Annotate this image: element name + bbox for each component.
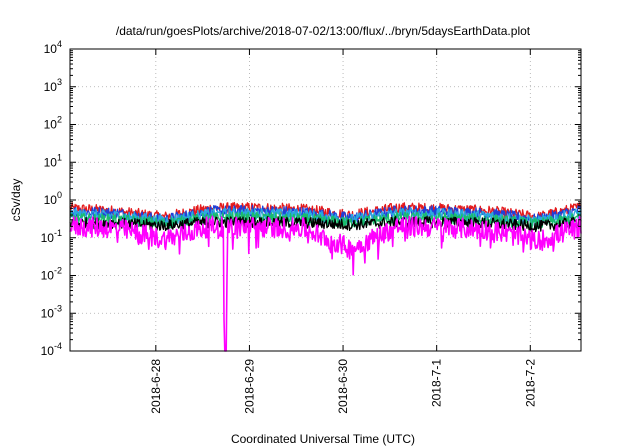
y-tick-base: 10: [44, 80, 58, 94]
y-tick-exponent: -1: [54, 228, 62, 238]
x-tick-label: 2018-6-28: [149, 359, 163, 414]
x-axis-label: Coordinated Universal Time (UTC): [231, 432, 415, 446]
y-tick-label: 100: [44, 190, 62, 207]
series-group: [69, 201, 582, 352]
y-tick-label: 101: [44, 152, 62, 169]
x-tick-label: 2018-7-2: [523, 359, 537, 407]
y-tick-base: 10: [44, 155, 58, 169]
y-axis-label: cSv/day: [9, 179, 23, 222]
x-tick-label: 2018-6-30: [336, 359, 350, 414]
y-tick-exponent: -4: [54, 341, 62, 351]
y-tick-label: 10-2: [41, 266, 62, 283]
y-tick-base: 10: [44, 42, 58, 56]
series-line: [69, 215, 582, 233]
y-tick-label: 103: [44, 77, 62, 94]
y-tick-exponent: 1: [57, 152, 62, 162]
y-tick-exponent: 0: [57, 190, 62, 200]
chart-title: /data/run/goesPlots/archive/2018-07-02/1…: [116, 24, 531, 38]
y-tick-base: 10: [41, 269, 55, 283]
y-tick-base: 10: [41, 306, 55, 320]
x-tick-label: 2018-7-1: [430, 359, 444, 407]
y-tick-label: 10-1: [41, 228, 62, 245]
y-tick-label: 10-3: [41, 303, 62, 320]
grid: [70, 49, 581, 351]
y-tick-exponent: -3: [54, 303, 62, 313]
y-tick-base: 10: [41, 344, 55, 358]
y-tick-label: 102: [44, 115, 62, 132]
y-tick-exponent: 2: [57, 115, 62, 125]
x-tick-label: 2018-6-29: [242, 359, 256, 414]
y-tick-label: 104: [44, 39, 62, 56]
y-tick-exponent: -2: [54, 266, 62, 276]
y-tick-label: 10-4: [41, 341, 62, 358]
y-tick-base: 10: [41, 231, 55, 245]
y-tick-base: 10: [44, 118, 58, 132]
x-axis: 2018-6-28 2018-6-29 2018-6-30 2018-7-1 2018-…: [149, 49, 537, 414]
y-tick-exponent: 4: [57, 39, 62, 49]
series-line: [69, 215, 582, 352]
y-tick-base: 10: [44, 193, 58, 207]
y-tick-exponent: 3: [57, 77, 62, 87]
